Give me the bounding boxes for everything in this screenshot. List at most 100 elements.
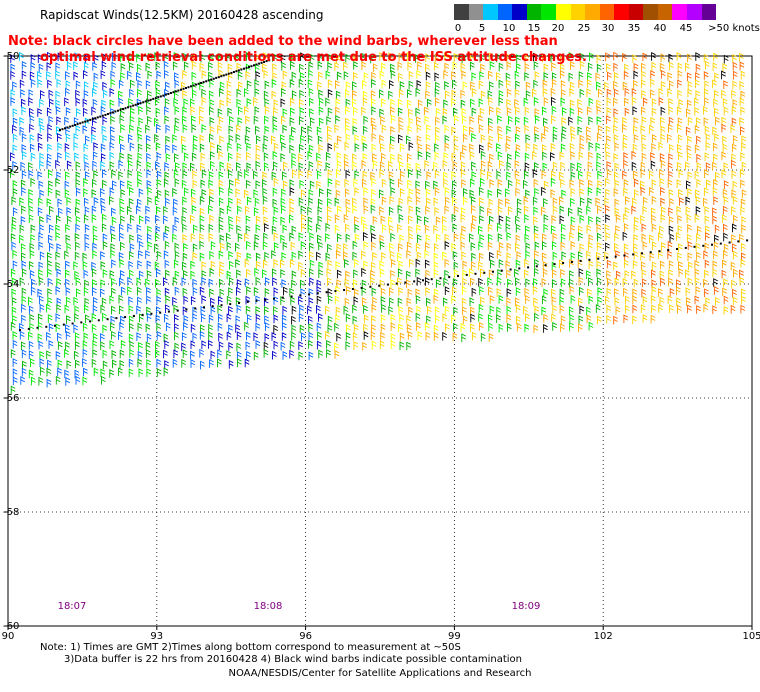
wind-barb <box>262 179 267 188</box>
wind-barb <box>272 53 277 62</box>
wind-barb <box>732 80 738 90</box>
wind-barb <box>461 115 467 125</box>
wind-barb <box>191 188 196 198</box>
wind-barb <box>271 90 277 100</box>
wind-barb <box>12 81 17 91</box>
color-scale-label: 15 <box>527 23 541 34</box>
wind-barb <box>480 63 485 73</box>
wind-barb <box>552 161 558 171</box>
wind-barb <box>586 106 592 116</box>
wind-barb <box>64 97 69 107</box>
wind-barb <box>190 98 195 108</box>
wind-barb <box>462 133 468 143</box>
wind-barb <box>713 178 718 188</box>
wind-barb <box>318 53 324 62</box>
wind-barb <box>55 99 61 109</box>
wind-barb <box>10 97 16 106</box>
wind-barb <box>362 90 368 100</box>
wind-barb <box>570 126 576 135</box>
flag-dot <box>220 75 223 78</box>
wind-barb <box>82 98 88 108</box>
wind-barb <box>319 188 324 197</box>
wind-barb <box>678 98 684 108</box>
flag-dot <box>351 288 354 290</box>
wind-barb <box>469 151 475 160</box>
wind-barb <box>452 107 458 117</box>
wind-barb <box>659 177 665 187</box>
wind-barb <box>640 186 646 196</box>
wind-barb <box>317 81 322 91</box>
wind-barb <box>238 81 243 91</box>
wind-barb <box>91 189 97 198</box>
wind-barb <box>145 62 151 72</box>
wind-barb <box>226 162 232 172</box>
flag-dot <box>192 84 195 87</box>
wind-barb <box>417 150 423 160</box>
flag-dot <box>483 271 486 274</box>
wind-barb <box>361 106 366 116</box>
wind-barb <box>155 88 161 98</box>
wind-barb <box>435 116 440 126</box>
wind-barb <box>623 70 629 80</box>
wind-barb <box>19 197 25 206</box>
wind-barb <box>489 81 494 91</box>
wind-barb <box>345 133 351 143</box>
wind-barb <box>127 134 133 143</box>
wind-barb <box>471 161 476 171</box>
wind-barb <box>649 170 654 180</box>
wind-barb <box>371 143 377 153</box>
wind-barb <box>568 116 573 126</box>
wind-barb <box>237 71 243 80</box>
wind-barb <box>541 186 546 196</box>
wind-barb <box>219 81 225 91</box>
wind-barb <box>515 187 521 197</box>
wind-barb <box>406 135 411 144</box>
wind-barb <box>732 61 738 71</box>
wind-barb <box>336 169 341 178</box>
wind-barb <box>164 171 170 181</box>
wind-barb <box>633 79 638 89</box>
lat-label: -58 <box>3 507 19 518</box>
wind-barb <box>613 80 618 90</box>
color-swatch <box>672 4 687 20</box>
wind-barb <box>515 133 520 143</box>
wind-barb <box>10 89 16 98</box>
wind-barb <box>129 124 134 134</box>
flag-dot <box>614 255 617 258</box>
lon-label: 96 <box>299 631 312 642</box>
wind-barb <box>199 62 205 72</box>
wind-barb <box>343 71 349 80</box>
wind-barb <box>561 107 567 116</box>
wind-barb <box>190 162 195 172</box>
flag-dot <box>299 294 302 297</box>
wind-barb <box>506 88 512 98</box>
flag-dot <box>142 101 145 104</box>
wind-barb <box>201 88 207 98</box>
wind-barb <box>623 159 628 169</box>
wind-barb <box>352 161 358 171</box>
wind-barb <box>433 62 439 71</box>
wind-barb <box>289 134 295 144</box>
wind-barb <box>208 171 214 180</box>
wind-barb <box>244 134 250 144</box>
flag-dot <box>190 85 192 88</box>
flag-dot <box>84 120 87 123</box>
wind-barb <box>289 79 295 88</box>
flag-dot <box>623 254 626 257</box>
flag-dot <box>203 306 205 309</box>
wind-barb <box>579 188 585 197</box>
wind-barb <box>569 99 575 109</box>
wind-barb <box>344 141 350 151</box>
wind-barb <box>633 170 638 180</box>
wind-barb <box>390 106 395 116</box>
wind-barb <box>39 124 45 133</box>
wind-barb <box>470 98 475 108</box>
wind-barb <box>496 143 501 152</box>
wind-barb <box>489 179 495 188</box>
wind-barb <box>678 151 683 161</box>
wind-barb <box>606 115 611 124</box>
wind-barb <box>263 162 269 171</box>
wind-barb <box>623 179 629 188</box>
flag-dot <box>187 86 190 89</box>
wind-barb <box>634 189 639 199</box>
